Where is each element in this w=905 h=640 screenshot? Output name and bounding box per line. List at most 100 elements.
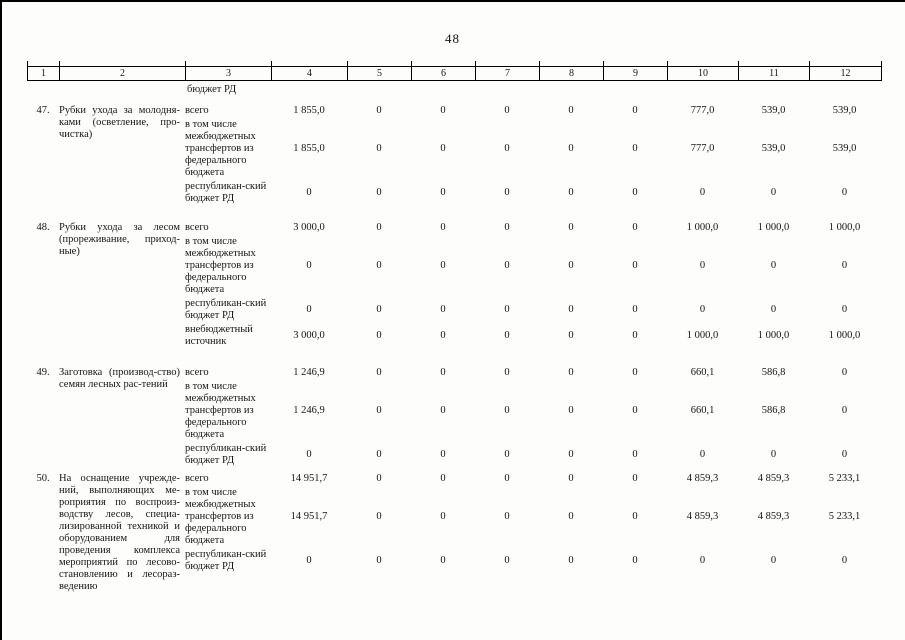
value-cell: 586,8	[761, 405, 786, 416]
value-cell: 3 000,0	[293, 222, 325, 233]
value-cell: 0	[568, 555, 574, 566]
budget-subrows: всего 14 951,7 0 0 0 0 0 4 859,3 4 859,3 5 233,1 в…	[185, 473, 882, 573]
value-cell: 0	[376, 143, 382, 154]
budget-type-label: республикан-ский бюджет РД	[185, 181, 267, 204]
value-cell: 0	[376, 405, 382, 416]
value-cell: 0	[440, 367, 446, 378]
value-cell: 0	[632, 222, 638, 233]
budget-subrows: всего 1 246,9 0 0 0 0 0 660,1 586,8 0 в том числе …	[185, 367, 882, 467]
value-cell: 0	[568, 405, 574, 416]
value-cell: 1 000,0	[686, 222, 719, 233]
column-header-6: 6	[411, 61, 476, 80]
budget-type-label: всего	[185, 473, 209, 484]
value-cell: 0	[632, 304, 638, 315]
value-cell: 1 000,0	[686, 330, 719, 341]
value-cell: 0	[841, 449, 848, 460]
value-cell: 0	[632, 449, 638, 460]
column-header-4: 4	[271, 61, 348, 80]
value-cell: 0	[440, 473, 446, 484]
value-cell: 0	[568, 449, 574, 460]
value-cell: 0	[632, 187, 638, 198]
value-cell: 539,0	[832, 105, 857, 116]
column-header-8: 8	[539, 61, 604, 80]
value-cell: 1 246,9	[293, 367, 325, 378]
row-number: 49.	[36, 367, 50, 378]
value-cell: 0	[841, 187, 848, 198]
activity-name: На оснащение учрежде-ний, выполняющих ме…	[59, 473, 180, 592]
value-cell: 0	[770, 555, 777, 566]
carryover-budget-label: бюджет РД	[187, 84, 237, 95]
budget-subrow: в том числе межбюджетных трансфертов из …	[185, 381, 882, 441]
value-cell: 0	[770, 187, 777, 198]
value-cell: 1 000,0	[828, 330, 861, 341]
value-cell: 1 000,0	[757, 330, 790, 341]
row-number: 50.	[36, 473, 50, 484]
value-cell: 0	[376, 367, 382, 378]
value-cell: 0	[376, 473, 382, 484]
table-row: 48. Рубки ухода за лесом (прореживание, п…	[27, 222, 882, 348]
budget-subrow: республикан-ский бюджет РД 0 0 0 0 0 0 0 0 0	[185, 443, 882, 467]
value-cell: 539,0	[761, 105, 786, 116]
value-cell: 0	[504, 330, 510, 341]
value-cell: 0	[841, 260, 848, 271]
value-cell: 0	[504, 105, 510, 116]
value-cell: 0	[699, 555, 706, 566]
activity-name: Заготовка (производ-ство) семян лесных р…	[59, 367, 180, 390]
value-cell: 0	[440, 304, 446, 315]
value-cell: 586,8	[761, 367, 786, 378]
value-cell: 539,0	[832, 143, 857, 154]
budget-subrow: внебюджетный источник 3 000,0 0 0 0 0 0 1 000,0…	[185, 324, 882, 348]
budget-type-label: в том числе межбюджетных трансфертов из …	[185, 487, 256, 546]
value-cell: 0	[440, 330, 446, 341]
budget-type-label: всего	[185, 222, 209, 233]
value-cell: 0	[632, 260, 638, 271]
value-cell: 0	[568, 143, 574, 154]
value-cell: 0	[632, 143, 638, 154]
value-cell: 0	[440, 405, 446, 416]
value-cell: 0	[376, 555, 382, 566]
value-cell: 0	[699, 304, 706, 315]
value-cell: 0	[568, 187, 574, 198]
value-cell: 0	[568, 222, 574, 233]
table-row: 49. Заготовка (производ-ство) семян лесны…	[27, 367, 882, 467]
value-cell: 0	[841, 405, 848, 416]
column-header-11: 11	[738, 61, 810, 80]
value-cell: 0	[504, 449, 510, 460]
row-number: 47.	[36, 105, 50, 116]
value-cell: 0	[841, 304, 848, 315]
column-header-3: 3	[185, 61, 272, 80]
value-cell: 0	[504, 555, 510, 566]
value-cell: 0	[440, 260, 446, 271]
budget-subrow: всего 1 855,0 0 0 0 0 0 777,0 539,0 539,0	[185, 105, 882, 117]
value-cell: 0	[632, 367, 638, 378]
value-cell: 777,0	[690, 105, 715, 116]
value-cell: 1 855,0	[293, 143, 325, 154]
value-cell: 0	[770, 304, 777, 315]
budget-type-label: в том числе межбюджетных трансфертов из …	[185, 119, 256, 178]
budget-subrow: в том числе межбюджетных трансфертов из …	[185, 236, 882, 296]
value-cell: 0	[841, 555, 848, 566]
value-cell: 0	[568, 330, 574, 341]
value-cell: 4 859,3	[757, 511, 790, 522]
budget-type-label: всего	[185, 105, 209, 116]
value-cell: 0	[632, 511, 638, 522]
value-cell: 0	[376, 222, 382, 233]
table-row: 47. Рубки ухода за молодня-ками (осветлен…	[27, 105, 882, 205]
value-cell: 0	[699, 187, 706, 198]
value-cell: 0	[504, 405, 510, 416]
value-cell: 0	[376, 304, 382, 315]
value-cell: 0	[568, 304, 574, 315]
value-cell: 3 000,0	[293, 330, 325, 341]
value-cell: 0	[632, 555, 638, 566]
budget-type-label: республикан-ский бюджет РД	[185, 549, 267, 572]
value-cell: 777,0	[690, 143, 715, 154]
table-body: 47. Рубки ухода за молодня-ками (осветлен…	[27, 105, 882, 593]
value-cell: 0	[632, 330, 638, 341]
budget-type-label: республикан-ский бюджет РД	[185, 298, 267, 321]
value-cell: 4 859,3	[686, 473, 719, 484]
value-cell: 0	[376, 330, 382, 341]
budget-subrow: в том числе межбюджетных трансфертов из …	[185, 119, 882, 179]
value-cell: 0	[440, 222, 446, 233]
value-cell: 0	[440, 555, 446, 566]
